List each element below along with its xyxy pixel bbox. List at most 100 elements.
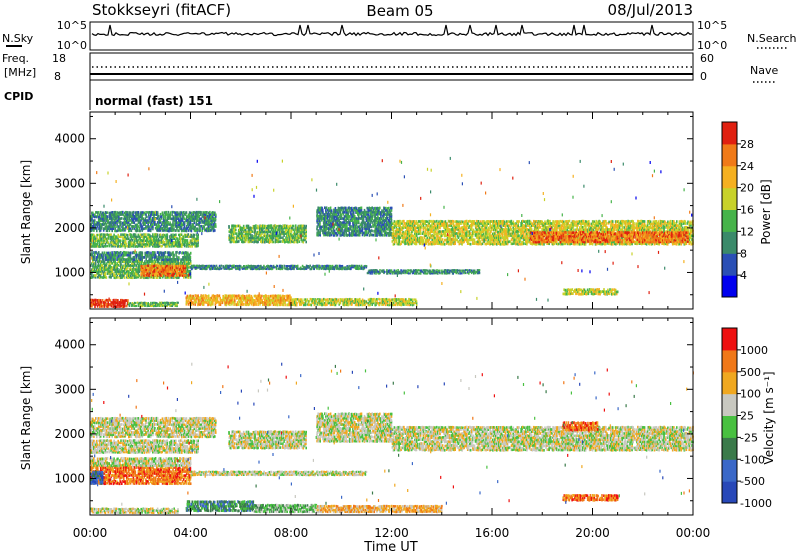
scatter-cell [189, 211, 192, 215]
scatter-cell [167, 210, 169, 214]
scatter-cell [380, 217, 383, 221]
scatter-cell [153, 219, 155, 223]
scatter-cell [198, 215, 200, 218]
scatter-cell [300, 232, 303, 236]
scatter-cell [317, 211, 319, 214]
scatter-cell [172, 235, 174, 239]
scatter-cell [127, 213, 130, 217]
scatter-cell [376, 231, 378, 235]
scatter-cell [190, 239, 192, 242]
date-title: 08/Jul/2013 [608, 1, 693, 19]
scatter-cell [211, 217, 214, 220]
scatter-cell [347, 210, 349, 214]
scatter-cell [122, 244, 125, 248]
scatter-cell [419, 230, 422, 234]
scatter-cell [186, 215, 188, 218]
scatter-cell [134, 217, 137, 220]
scatter-cell [288, 228, 291, 232]
scatter-cell [214, 217, 217, 221]
scatter-cell [234, 226, 236, 230]
scatter-cell [236, 234, 239, 238]
scatter-cell [173, 244, 175, 248]
scatter-cell [150, 227, 152, 231]
scatter-cell [98, 219, 101, 222]
scatter-cell [249, 232, 252, 236]
scatter-cell [368, 225, 370, 229]
scatter-cell [179, 214, 181, 218]
scatter-cell [260, 228, 263, 231]
scatter-cell [119, 239, 121, 242]
scatter-cell [370, 233, 372, 237]
scatter-cell [109, 237, 111, 241]
scatter-cell [127, 245, 130, 248]
scatter-cell [376, 234, 378, 237]
scatter-cell [285, 224, 287, 228]
scatter-cell [94, 213, 96, 216]
scatter-cell [122, 210, 124, 214]
scatter-cell [370, 219, 372, 223]
scatter-cell [102, 220, 105, 224]
scatter-cell [374, 217, 376, 220]
scatter-cell [175, 225, 177, 228]
scatter-cell [159, 215, 162, 219]
scatter-cell [97, 239, 100, 243]
scatter-cell [318, 206, 320, 210]
scatter-cell [176, 239, 179, 242]
scatter-cell [169, 237, 171, 240]
scatter-cell [110, 211, 113, 215]
scatter-cell [120, 213, 122, 216]
scatter-cell [164, 223, 167, 226]
scatter-cell [383, 219, 386, 222]
scatter-cell [167, 241, 169, 244]
scatter-cell [252, 238, 255, 241]
scatter-cell [117, 237, 119, 241]
scatter-cell [338, 209, 340, 212]
scatter-cell [231, 230, 233, 234]
scatter-cell [195, 215, 198, 219]
scatter-cell [240, 232, 243, 235]
scatter-cell [286, 230, 289, 234]
scatter-cell [264, 234, 267, 238]
scatter-cell [354, 219, 357, 222]
scatter-cell [152, 233, 154, 236]
scatter-cell [196, 214, 199, 218]
scatter-cell [91, 241, 93, 244]
scatter-cell [300, 236, 303, 240]
scatter-cell [268, 234, 271, 237]
scatter-cell [287, 224, 289, 228]
scatter-cell [136, 235, 138, 239]
scatter-cell [154, 235, 157, 238]
scatter-cell [292, 234, 295, 238]
scatter-cell [328, 221, 331, 224]
scatter-cell [101, 215, 104, 218]
scatter-cell [274, 240, 277, 244]
scatter-cell [290, 240, 293, 243]
scatter-cell [94, 219, 96, 222]
scatter-cell [123, 221, 126, 224]
scatter-cell [122, 223, 125, 226]
scatter-cell [182, 235, 185, 238]
scatter-cell [100, 227, 103, 230]
scatter-cell [266, 240, 269, 243]
scatter-cell [349, 223, 351, 226]
scatter-cell [189, 239, 192, 242]
scatter-cell [93, 227, 95, 231]
scatter-cell [286, 238, 288, 242]
scatter-cell [393, 226, 396, 229]
scatter-cell [172, 245, 174, 248]
scatter-cell [270, 234, 273, 238]
scatter-cell [447, 242, 450, 246]
scatter-cell [197, 241, 199, 244]
scatter-cell [166, 242, 168, 246]
scatter-cell [117, 239, 119, 242]
scatter-cell [232, 238, 234, 242]
scatter-cell [231, 236, 233, 240]
scatter-cell [189, 227, 192, 230]
scatter-cell [349, 225, 351, 229]
scatter-cell [206, 213, 208, 216]
scatter-cell [340, 223, 342, 226]
scatter-cell [150, 225, 152, 228]
scatter-cell [198, 225, 201, 228]
scatter-cell [347, 215, 349, 218]
scatter-cell [321, 210, 323, 214]
